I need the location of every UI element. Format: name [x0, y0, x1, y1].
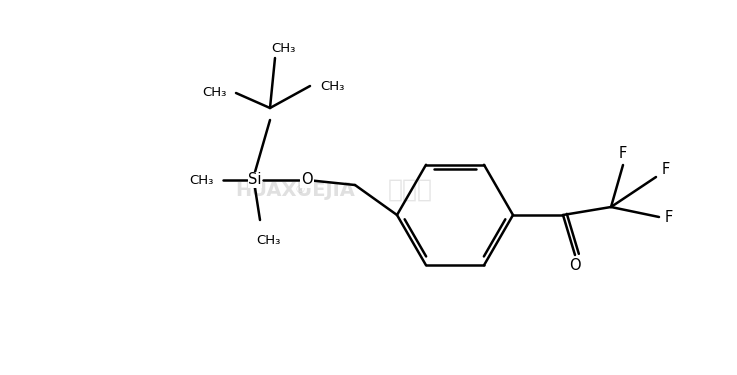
Text: 化学加: 化学加	[388, 178, 433, 202]
Text: Si: Si	[248, 172, 262, 188]
Text: CH₃: CH₃	[189, 174, 213, 186]
Text: CH₃: CH₃	[202, 87, 226, 99]
Text: ®: ®	[295, 185, 306, 195]
Text: O: O	[569, 258, 581, 273]
Text: F: F	[665, 210, 673, 225]
Text: F: F	[662, 162, 670, 177]
Text: CH₃: CH₃	[270, 42, 296, 54]
Text: CH₃: CH₃	[256, 234, 280, 248]
Text: HUAXUEJIA: HUAXUEJIA	[235, 180, 355, 200]
Text: F: F	[619, 147, 627, 162]
Text: O: O	[301, 172, 312, 188]
Text: CH₃: CH₃	[320, 80, 344, 93]
